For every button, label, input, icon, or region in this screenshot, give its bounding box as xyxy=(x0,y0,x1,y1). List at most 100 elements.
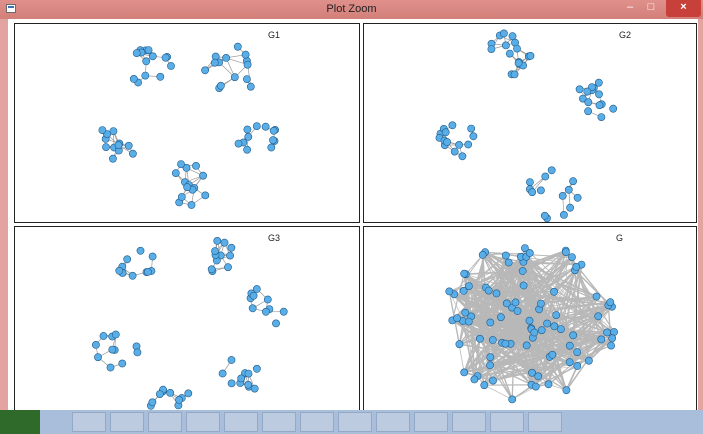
graph-node xyxy=(584,98,593,107)
taskbar-item[interactable] xyxy=(300,412,334,432)
graph-node xyxy=(249,291,258,300)
graph-node xyxy=(244,133,253,141)
graph-node xyxy=(234,139,243,148)
graph-node xyxy=(237,374,246,383)
graph-node xyxy=(244,369,253,378)
graph-node xyxy=(584,107,592,116)
graph-node xyxy=(607,341,615,350)
start-button[interactable] xyxy=(0,410,40,434)
graph-edge xyxy=(522,261,555,293)
graph-node xyxy=(114,141,123,150)
graph-node xyxy=(177,160,185,168)
taskbar-item[interactable] xyxy=(528,412,562,432)
taskbar-item[interactable] xyxy=(414,412,448,432)
minimize-button[interactable]: – xyxy=(626,1,634,13)
graph-node xyxy=(562,386,571,395)
graph-node xyxy=(484,286,493,295)
graph-node xyxy=(171,169,180,177)
taskbar-item[interactable] xyxy=(490,412,524,432)
graph-node xyxy=(175,395,183,404)
graph-node xyxy=(561,248,570,256)
panel-g: G xyxy=(363,226,697,426)
graph-edge xyxy=(502,331,615,344)
graph-node xyxy=(102,143,110,151)
graph-edge xyxy=(489,255,507,323)
maximize-button[interactable]: □ xyxy=(647,1,655,13)
graph-node xyxy=(263,295,272,304)
graph-node xyxy=(148,52,157,61)
graph-node xyxy=(556,325,565,333)
graph-node xyxy=(136,246,145,255)
graph-node xyxy=(109,127,118,135)
graph-node xyxy=(595,90,603,99)
window-title: Plot Zoom xyxy=(326,3,377,15)
graph-node xyxy=(606,298,615,307)
panel-label: G xyxy=(616,233,624,243)
title-bar[interactable]: Plot Zoom – □ × xyxy=(0,0,703,19)
graph-node xyxy=(504,258,513,267)
graph-node xyxy=(569,177,577,186)
graph-node xyxy=(216,81,225,90)
graph-node xyxy=(252,285,261,293)
graph-node xyxy=(243,60,252,69)
graph-edge xyxy=(546,301,611,324)
graph-node xyxy=(464,317,473,326)
close-button[interactable]: × xyxy=(666,0,701,17)
graph-node xyxy=(597,335,606,344)
graph-node xyxy=(548,350,557,359)
graph-node xyxy=(441,128,450,137)
graph-g-canvas xyxy=(445,244,618,404)
graph-node xyxy=(124,141,133,150)
panel-label: G1 xyxy=(268,30,281,40)
panel-g3: G3 xyxy=(14,226,360,426)
graph-node xyxy=(108,345,117,354)
graph-node xyxy=(187,201,196,209)
graph-edge xyxy=(502,342,578,367)
graph-node xyxy=(142,57,151,66)
taskbar-item[interactable] xyxy=(110,412,144,432)
graph-node xyxy=(525,316,534,325)
app-icon[interactable] xyxy=(6,4,16,13)
taskbar-item[interactable] xyxy=(224,412,258,432)
graph-edge xyxy=(492,325,555,382)
graph-node xyxy=(243,125,252,134)
graph-node xyxy=(478,250,487,259)
graph-node xyxy=(558,191,567,200)
taskbar-item[interactable] xyxy=(72,412,106,432)
graph-node xyxy=(250,384,259,393)
graph-g2-canvas xyxy=(435,29,618,222)
graph-node xyxy=(465,282,473,290)
graph-node xyxy=(510,70,519,79)
taskbar-item[interactable] xyxy=(148,412,182,432)
graph-node xyxy=(505,49,514,58)
graph-node xyxy=(603,328,611,337)
graph-node xyxy=(183,183,192,192)
taskbar-item[interactable] xyxy=(376,412,410,432)
graph-node xyxy=(536,299,545,308)
graph-node xyxy=(496,313,505,322)
graph-node xyxy=(584,356,593,365)
graph-node xyxy=(565,358,574,367)
graph-node xyxy=(133,348,142,357)
graph-edge xyxy=(490,321,555,327)
graph-node xyxy=(443,138,451,146)
taskbar-item[interactable] xyxy=(338,412,372,432)
graph-edge xyxy=(484,251,555,327)
graph-edge xyxy=(523,250,567,286)
taskbar-item[interactable] xyxy=(452,412,486,432)
graph-node xyxy=(227,243,236,252)
graph-node xyxy=(592,292,601,301)
graph-node xyxy=(156,72,165,81)
graph-node xyxy=(453,314,461,323)
graph-edge xyxy=(501,256,522,343)
graph-node xyxy=(544,380,553,389)
graph-node xyxy=(470,375,479,384)
graph-edge xyxy=(569,337,613,363)
taskbar-item[interactable] xyxy=(262,412,296,432)
graph-edge xyxy=(500,316,612,346)
graph-node xyxy=(543,319,551,328)
graph-edge xyxy=(511,332,608,400)
graph-node xyxy=(525,178,534,186)
taskbar-item[interactable] xyxy=(186,412,220,432)
